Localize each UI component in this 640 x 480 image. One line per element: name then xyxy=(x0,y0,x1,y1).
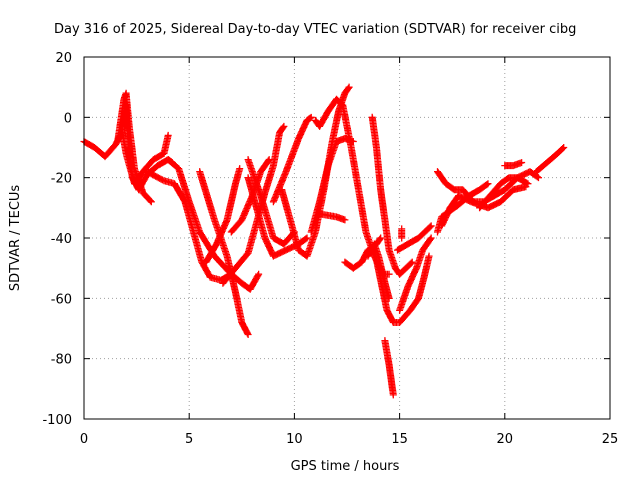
series-arc-3 xyxy=(118,125,172,188)
series-arc-14 xyxy=(307,134,357,236)
data-marker xyxy=(143,168,235,284)
data-marker xyxy=(501,159,526,170)
y-tick-label: -100 xyxy=(42,413,72,428)
axis-ticks xyxy=(83,56,611,420)
data-marker xyxy=(307,134,357,236)
x-tick-label: 15 xyxy=(391,432,408,447)
series-arc-19 xyxy=(368,113,416,278)
y-axis-label: SDTVAR / TECUs xyxy=(8,185,23,292)
series-arc-7 xyxy=(202,165,244,266)
data-marker xyxy=(396,234,435,314)
y-tick-label: -20 xyxy=(51,172,72,187)
data-marker xyxy=(381,337,397,399)
series-arc-4 xyxy=(143,168,235,284)
series-arc-2 xyxy=(114,89,155,206)
series-arc-28 xyxy=(476,174,532,212)
series-arc-16 xyxy=(316,210,349,224)
series-arc-21 xyxy=(381,337,397,399)
data-marker xyxy=(476,174,532,212)
x-tick-label: 20 xyxy=(497,432,514,447)
series-arc-12 xyxy=(269,113,315,206)
series-arc-22 xyxy=(396,234,435,314)
data-marker xyxy=(394,222,435,254)
x-tick-label: 5 xyxy=(185,432,193,447)
y-tick-label: -40 xyxy=(51,232,72,247)
chart-title: Day 316 of 2025, Sidereal Day-to-day VTE… xyxy=(54,22,576,37)
x-tick-label: 10 xyxy=(286,432,303,447)
x-tick-labels: 0 5 10 15 20 25 xyxy=(80,432,618,447)
data-marker xyxy=(114,89,155,206)
y-tick-labels: -100 -80 -60 -40 -20 0 20 xyxy=(42,51,72,428)
data-marker xyxy=(118,125,172,188)
x-tick-label: 0 xyxy=(80,432,88,447)
data-marker xyxy=(398,225,406,242)
series-arc-6 xyxy=(196,168,252,339)
data-marker xyxy=(196,168,252,339)
x-axis-label: GPS time / hours xyxy=(291,459,400,474)
data-marker xyxy=(532,144,568,176)
data-marker xyxy=(368,113,416,278)
series-arc-30 xyxy=(532,144,568,176)
data-marker xyxy=(202,165,244,266)
series-arc-29 xyxy=(501,159,526,170)
y-tick-label: 0 xyxy=(64,111,72,126)
series-arc-24 xyxy=(398,225,406,242)
y-tick-label: 20 xyxy=(55,51,72,66)
y-tick-label: -60 xyxy=(51,292,72,307)
data-marker xyxy=(316,210,349,224)
series-arc-23 xyxy=(394,222,435,254)
data-marker xyxy=(269,113,315,206)
data-marker xyxy=(370,246,433,326)
data-marker xyxy=(244,156,298,248)
x-tick-label: 25 xyxy=(602,432,619,447)
y-tick-label: -80 xyxy=(51,353,72,368)
series-arc-20 xyxy=(370,246,433,326)
series-arc-11 xyxy=(244,156,298,248)
data-points xyxy=(80,83,568,399)
